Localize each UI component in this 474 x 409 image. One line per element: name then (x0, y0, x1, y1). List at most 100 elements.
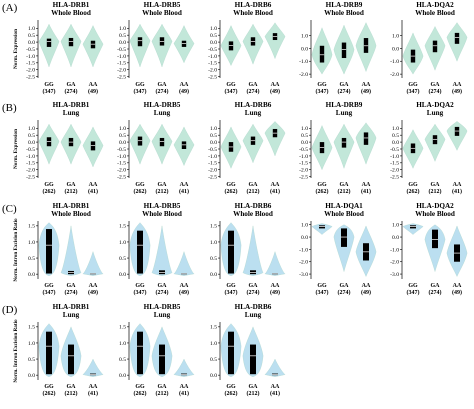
violin-group-aa: AA(49) (446, 225, 468, 296)
y-tick-label: -2.5 (390, 175, 399, 181)
y-tick-label: -2.5 (26, 75, 35, 81)
x-count-label: (347) (407, 88, 420, 95)
violin-group-ga: GA(212) (60, 326, 82, 397)
violin-group-gg: GG(347) (38, 23, 60, 95)
y-tick-label: -0.5 (26, 147, 35, 153)
y-tick-label: 0.5 (119, 133, 126, 139)
violin-group-aa: AA(41) (264, 358, 286, 397)
violin-group-aa: AA(49) (264, 251, 286, 296)
iqr-box (250, 344, 256, 375)
x-count-label: (49) (452, 88, 462, 95)
x-count-label: (212) (429, 188, 442, 195)
x-category-label: GA (158, 283, 168, 289)
x-category-label: GG (226, 182, 236, 188)
row-label-b: (B) (2, 102, 17, 114)
x-category-label: GA (249, 283, 259, 289)
y-tick-label: 1.5 (28, 325, 35, 331)
y-tick-label: 0.0 (119, 272, 126, 278)
y-tick-label: -1.0 (117, 54, 126, 60)
y-tick-label: -1.5 (299, 161, 308, 167)
x-count-label: (274) (247, 88, 260, 95)
row-label-a: (A) (2, 2, 18, 14)
violin-group-ga: GA(274) (151, 225, 173, 296)
y-tick-label: 0.0 (392, 140, 399, 146)
panel-title: HLA-DRB6 (235, 202, 272, 210)
y-axis-label: Norm. Intron Excision Ratio (13, 218, 19, 282)
panel-title: HLA-DQA2 (416, 1, 454, 9)
x-category-label: GG (135, 182, 145, 188)
y-tick-label: -1.0 (208, 54, 217, 60)
x-category-label: GA (67, 182, 77, 188)
y-tick-label: 1.0 (392, 223, 399, 229)
x-category-label: GA (249, 82, 259, 88)
x-category-label: AA (180, 82, 189, 88)
x-category-label: GA (67, 82, 77, 88)
x-count-label: (347) (316, 88, 329, 95)
violin-shape (424, 224, 446, 273)
panel-subtitle: Lung (336, 109, 353, 117)
x-category-label: GG (408, 283, 418, 289)
violin-shape (151, 225, 173, 276)
x-category-label: AA (180, 283, 189, 289)
violin-group-aa: AA(49) (355, 22, 377, 95)
y-tick-label: 0.0 (210, 140, 217, 146)
x-category-label: GA (431, 283, 441, 289)
x-category-label: AA (362, 283, 371, 289)
iqr-box (363, 132, 369, 145)
x-category-label: AA (362, 182, 371, 188)
panel-subtitle: Whole Blood (233, 9, 273, 17)
x-count-label: (212) (247, 188, 260, 195)
x-count-label: (347) (316, 289, 329, 296)
y-tick-label: 0.5 (119, 357, 126, 363)
panel-title: HLA-DRB6 (235, 101, 272, 109)
x-count-label: (41) (88, 188, 98, 195)
x-category-label: AA (271, 82, 280, 88)
panel-d-hla-drb6: HLA-DRB6Lung1.51.00.50.0GG(262)GA(212)AA… (210, 303, 286, 397)
y-tick-label: 0.5 (210, 357, 217, 363)
y-tick-label: -1.0 (390, 247, 399, 253)
x-category-label: AA (89, 182, 98, 188)
violin-shape (264, 358, 286, 377)
y-tick-label: -1.5 (26, 161, 35, 167)
x-count-label: (49) (270, 88, 280, 95)
violin-shape (446, 121, 468, 151)
y-tick-label: 1.0 (119, 240, 126, 246)
y-tick-label: 1.0 (119, 126, 126, 132)
x-count-label: (347) (43, 88, 56, 95)
panel-subtitle: Whole Blood (324, 9, 364, 17)
y-tick-label: -1.0 (390, 59, 399, 65)
y-tick-label: 1.5 (119, 224, 126, 230)
violin-group-ga: GA(212) (424, 123, 446, 195)
y-tick-label: -1.5 (208, 161, 217, 167)
violin-shape (173, 358, 195, 377)
x-category-label: AA (89, 384, 98, 390)
x-category-label: GA (67, 384, 77, 390)
x-count-label: (274) (429, 289, 442, 296)
x-count-label: (41) (361, 188, 371, 195)
violin-shape (60, 225, 82, 276)
x-category-label: GG (226, 283, 236, 289)
panel-d-hla-drb5: HLA-DRB5Lung1.51.00.50.0GG(262)GA(212)AA… (119, 303, 195, 397)
y-axis-label: Norm. Expression (13, 29, 19, 69)
y-tick-label: 1.5 (28, 224, 35, 230)
row-label-c: (C) (2, 203, 17, 215)
x-category-label: GA (340, 82, 350, 88)
violin-group-gg: GG(347) (402, 32, 424, 95)
x-count-label: (212) (338, 188, 351, 195)
violin-group-gg: GG(347) (38, 222, 60, 296)
y-tick-label: 1.5 (210, 224, 217, 230)
y-tick-label: 0.5 (28, 33, 35, 39)
x-category-label: GG (135, 283, 145, 289)
y-tick-label: 0.0 (392, 46, 399, 52)
violin-group-gg: GG(262) (220, 126, 242, 195)
x-category-label: AA (89, 283, 98, 289)
violin-group-gg: GG(262) (402, 129, 424, 195)
y-tick-label: 1.0 (210, 341, 217, 347)
violin-shape (242, 225, 264, 276)
y-tick-label: -0.5 (208, 47, 217, 53)
